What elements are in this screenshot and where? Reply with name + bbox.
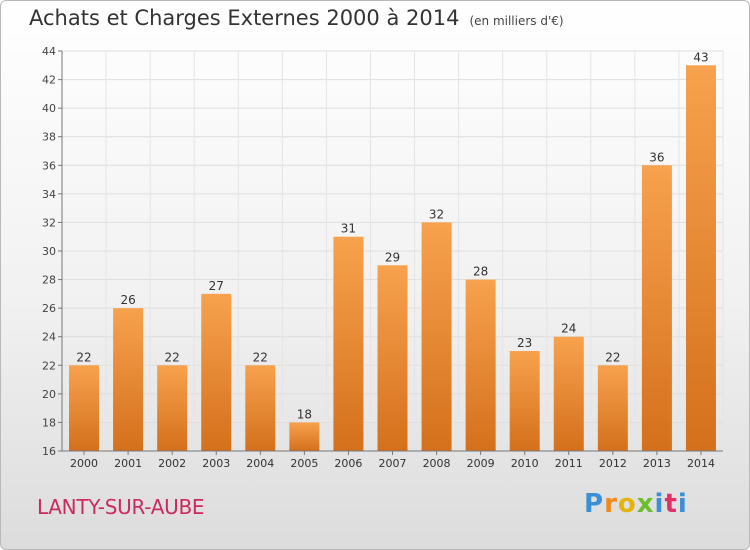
title-unit: (en milliers d'€) [469, 14, 564, 28]
bar-value-label: 23 [517, 336, 532, 350]
bar [333, 236, 364, 451]
y-tick-label: 28 [42, 274, 56, 287]
logo-letter: t [664, 489, 678, 519]
y-tick-label: 40 [42, 102, 56, 115]
logo-letter: i [677, 489, 688, 519]
x-tick-label: 2014 [687, 457, 715, 470]
logo-letter: x [636, 489, 655, 519]
bars-layer: 22 26 22 27 22 18 31 29 32 28 23 24 22 36 43 [69, 50, 716, 452]
x-tick-label: 2006 [334, 457, 362, 470]
y-tick-label: 38 [42, 131, 56, 144]
bar [245, 365, 276, 451]
bar-value-label: 24 [561, 322, 576, 336]
y-tick-label: 18 [42, 416, 56, 429]
bar [69, 365, 100, 451]
commune-name: LANTY-SUR-AUBE [37, 495, 205, 519]
logo-letter: i [654, 489, 665, 519]
bar [641, 165, 672, 452]
axes-layer: 16 18 20 22 24 26 28 30 32 34 36 38 40 42 44 2000 2001 20… [42, 45, 723, 470]
bar-value-label: 32 [429, 207, 444, 221]
x-tick-label: 2000 [70, 457, 98, 470]
x-tick-label: 2005 [290, 457, 318, 470]
y-tick-label: 42 [42, 74, 56, 87]
y-tick-label: 20 [42, 388, 56, 401]
bar-value-label: 22 [253, 350, 268, 364]
x-tick-label: 2008 [423, 457, 451, 470]
bar-value-label: 22 [605, 350, 620, 364]
proxiti-logo[interactable]: Proxiti [584, 489, 688, 519]
bar-value-label: 28 [473, 265, 488, 279]
x-tick-label: 2009 [467, 457, 495, 470]
bar [553, 336, 584, 451]
bar [113, 308, 144, 451]
y-tick-label: 36 [42, 159, 56, 172]
bar [685, 65, 716, 452]
logo-letter: P [584, 489, 605, 519]
bar [157, 365, 188, 451]
x-tick-label: 2013 [643, 457, 671, 470]
bar-value-label: 43 [693, 50, 708, 64]
bar [597, 365, 628, 451]
x-tick-label: 2002 [158, 457, 186, 470]
bar-value-label: 22 [76, 350, 91, 364]
bar-value-label: 29 [385, 250, 400, 264]
logo-letter: r [604, 489, 618, 519]
bar [201, 293, 232, 451]
bar-value-label: 26 [120, 293, 135, 307]
y-tick-label: 34 [42, 188, 56, 201]
x-tick-label: 2011 [555, 457, 583, 470]
bar-value-label: 22 [165, 350, 180, 364]
y-tick-label: 22 [42, 359, 56, 372]
y-tick-label: 24 [42, 331, 56, 344]
y-tick-label: 16 [42, 445, 56, 458]
logo-letter: o [617, 489, 637, 519]
x-tick-label: 2012 [599, 457, 627, 470]
x-tick-label: 2004 [246, 457, 274, 470]
y-tick-label: 32 [42, 216, 56, 229]
x-tick-label: 2001 [114, 457, 142, 470]
chart-title: Achats et Charges Externes 2000 à 2014 (e… [29, 6, 564, 30]
bar-value-label: 31 [341, 222, 356, 236]
bar [289, 422, 320, 451]
bar-value-label: 36 [649, 150, 664, 164]
x-tick-label: 2007 [379, 457, 407, 470]
bar [465, 279, 496, 451]
y-tick-label: 44 [42, 45, 56, 58]
y-tick-label: 30 [42, 245, 56, 258]
y-tick-label: 26 [42, 302, 56, 315]
bar [509, 351, 540, 451]
title-text: Achats et Charges Externes 2000 à 2014 [29, 6, 460, 30]
bar-value-label: 18 [297, 407, 312, 421]
x-tick-label: 2003 [202, 457, 230, 470]
x-tick-label: 2010 [511, 457, 539, 470]
bar [421, 222, 452, 451]
bar [377, 265, 408, 451]
bar-value-label: 27 [209, 279, 224, 293]
